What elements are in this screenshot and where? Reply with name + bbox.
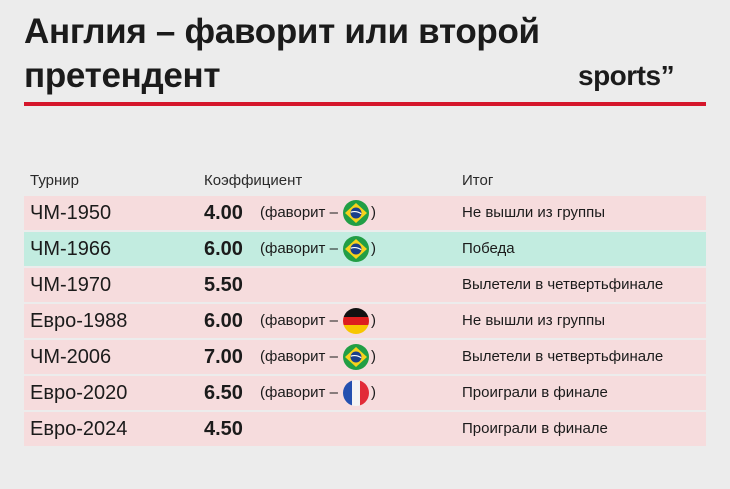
tournament-cell: Евро-2024 xyxy=(30,418,128,440)
brazil-flag-icon xyxy=(342,200,369,226)
france-flag-icon xyxy=(342,380,369,406)
table-row: ЧМ-1950 4.00 (фаворит –) Не вышли из группы xyxy=(24,196,706,230)
odds-cell: 6.50 xyxy=(204,382,243,404)
favorite-note: (фаворит –) xyxy=(260,376,376,410)
tournament-cell: ЧМ-1950 xyxy=(30,202,112,224)
favorite-suffix: ) xyxy=(370,312,376,329)
brazil-flag-icon xyxy=(342,344,369,370)
result-cell: Вылетели в четвертьфинале xyxy=(462,276,664,293)
header-result: Итог xyxy=(462,172,494,189)
tournament-cell: Евро-2020 xyxy=(30,382,128,404)
table-row: ЧМ-1970 5.50 Вылетели в четвертьфинале xyxy=(24,268,706,302)
favorite-prefix: (фаворит – xyxy=(260,348,338,365)
table-header: Турнир Коэффициент Итог xyxy=(24,172,706,194)
odds-cell: 6.00 xyxy=(204,310,243,332)
favorite-prefix: (фаворит – xyxy=(260,312,338,329)
result-cell: Проиграли в финале xyxy=(462,384,608,401)
favorite-prefix: (фаворит – xyxy=(260,240,338,257)
favorite-suffix: ) xyxy=(370,384,376,401)
favorite-suffix: ) xyxy=(370,204,376,221)
favorite-prefix: (фаворит – xyxy=(260,384,338,401)
result-cell: Не вышли из группы xyxy=(462,204,606,221)
favorite-note: (фаворит –) xyxy=(260,340,376,374)
odds-cell: 6.00 xyxy=(204,238,243,260)
odds-table: ЧМ-1950 4.00 (фаворит –) Не вышли из группы… xyxy=(24,196,706,448)
favorite-prefix: (фаворит – xyxy=(260,204,338,221)
tournament-cell: Евро-1988 xyxy=(30,310,128,332)
table-row: ЧМ-2006 7.00 (фаворит –) Вылетели в четверт… xyxy=(24,340,706,374)
germany-flag-icon xyxy=(342,308,369,334)
favorite-suffix: ) xyxy=(370,348,376,365)
brazil-flag-icon xyxy=(342,236,369,262)
result-cell: Проиграли в финале xyxy=(462,420,608,437)
header-odds: Коэффициент xyxy=(204,172,303,189)
page-title: Англия – фаворит или второй претендент xyxy=(24,12,540,95)
odds-cell: 5.50 xyxy=(204,274,243,296)
header-tournament: Турнир xyxy=(30,172,79,189)
table-row: Евро-2024 4.50 Проиграли в финале xyxy=(24,412,706,446)
sports-logo: sports” xyxy=(578,60,675,91)
favorite-note: (фаворит –) xyxy=(260,196,376,230)
favorite-note: (фаворит –) xyxy=(260,304,376,338)
result-cell: Вылетели в четвертьфинале xyxy=(462,348,664,365)
odds-cell: 7.00 xyxy=(204,346,243,368)
table-row: Евро-2020 6.50 (фаворит –) Проиграли в фина… xyxy=(24,376,706,410)
odds-cell: 4.00 xyxy=(204,202,243,224)
result-cell: Не вышли из группы xyxy=(462,312,606,329)
tournament-cell: ЧМ-1970 xyxy=(30,274,112,296)
result-cell: Победа xyxy=(462,240,515,257)
tournament-cell: ЧМ-2006 xyxy=(30,346,112,368)
table-row: ЧМ-1966 6.00 (фаворит –) Победа xyxy=(24,232,706,266)
favorite-note: (фаворит –) xyxy=(260,232,376,266)
favorite-suffix: ) xyxy=(370,240,376,257)
table-row: Евро-1988 6.00 (фаворит –) Не вышли из груп… xyxy=(24,304,706,338)
tournament-cell: ЧМ-1966 xyxy=(30,238,112,260)
odds-cell: 4.50 xyxy=(204,418,243,440)
title-divider xyxy=(24,102,706,106)
